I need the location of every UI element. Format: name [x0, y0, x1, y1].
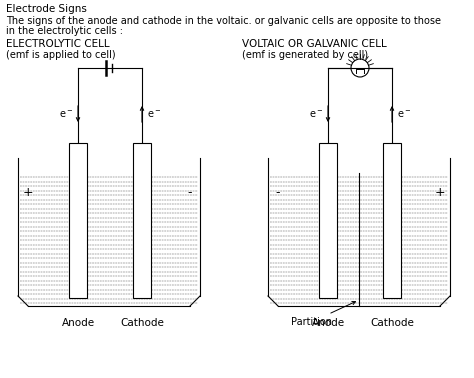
- Text: Partition: Partition: [291, 302, 356, 327]
- Text: (emf is applied to cell): (emf is applied to cell): [6, 50, 116, 60]
- Text: Cathode: Cathode: [370, 318, 414, 328]
- Text: (emf is generated by cell): (emf is generated by cell): [242, 50, 368, 60]
- Text: in the electrolytic cells :: in the electrolytic cells :: [6, 26, 123, 36]
- Text: Electrode Signs: Electrode Signs: [6, 4, 87, 14]
- Text: Anode: Anode: [62, 318, 94, 328]
- Bar: [133, 143, 151, 298]
- Text: Anode: Anode: [311, 318, 345, 328]
- Text: e$^-$: e$^-$: [147, 108, 162, 119]
- Bar: [383, 143, 401, 298]
- Text: +: +: [435, 186, 445, 200]
- Text: VOLTAIC OR GALVANIC CELL: VOLTAIC OR GALVANIC CELL: [242, 39, 387, 49]
- Text: e$^-$: e$^-$: [309, 108, 323, 119]
- Text: ELECTROLYTIC CELL: ELECTROLYTIC CELL: [6, 39, 109, 49]
- Bar: [319, 143, 337, 298]
- Text: Cathode: Cathode: [120, 318, 164, 328]
- Text: -: -: [276, 186, 280, 200]
- Text: The signs of the anode and cathode in the voltaic. or galvanic cells are opposit: The signs of the anode and cathode in th…: [6, 16, 441, 26]
- Text: -: -: [188, 186, 192, 200]
- Text: +: +: [23, 186, 33, 200]
- Bar: [69, 143, 87, 298]
- Text: e$^-$: e$^-$: [59, 108, 73, 119]
- Text: e$^-$: e$^-$: [397, 108, 411, 119]
